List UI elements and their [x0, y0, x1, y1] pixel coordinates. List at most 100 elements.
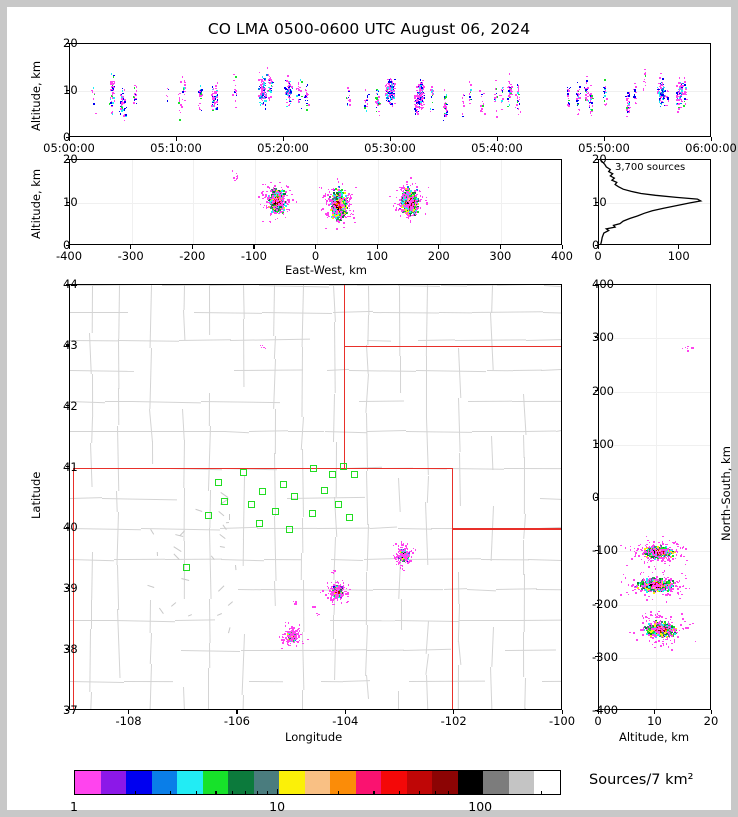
- data-point: [268, 202, 271, 205]
- data-point: [271, 80, 273, 83]
- data-point: [264, 97, 266, 100]
- data-point: [590, 95, 592, 97]
- data-point: [392, 86, 395, 88]
- data-point: [567, 93, 569, 95]
- data-point: [287, 95, 290, 98]
- data-point: [387, 92, 389, 95]
- data-point: [304, 89, 307, 91]
- data-point: [325, 202, 328, 204]
- data-point: [263, 89, 265, 92]
- data-point: [378, 96, 381, 99]
- data-point: [469, 91, 472, 94]
- data-point: [516, 97, 519, 100]
- data-point: [502, 88, 505, 91]
- data-point: [274, 212, 276, 214]
- county-boundary: [209, 642, 211, 669]
- county-boundary: [182, 310, 186, 341]
- county-boundary: [302, 449, 305, 518]
- data-point: [165, 94, 168, 97]
- data-point: [264, 108, 267, 110]
- county-boundary: [365, 470, 369, 525]
- data-point: [660, 72, 662, 75]
- data-point: [604, 79, 606, 81]
- data-point: [577, 96, 580, 98]
- data-point: [585, 93, 588, 96]
- data-point: [393, 92, 395, 95]
- data-point: [590, 93, 592, 95]
- data-point: [322, 208, 324, 210]
- data-point: [577, 103, 579, 106]
- data-point: [605, 91, 607, 94]
- data-point: [180, 104, 182, 106]
- data-point: [288, 96, 290, 99]
- data-point: [418, 100, 420, 103]
- data-point: [393, 87, 395, 90]
- data-point: [388, 88, 390, 91]
- data-point: [376, 93, 379, 96]
- data-point: [423, 97, 426, 99]
- data-point: [135, 86, 138, 88]
- data-point: [184, 99, 186, 102]
- map-panel[interactable]: [69, 284, 562, 710]
- data-point: [260, 89, 263, 91]
- east-west-height-panel[interactable]: [69, 159, 562, 245]
- data-point: [390, 103, 392, 106]
- data-point: [231, 170, 234, 172]
- time-height-panel[interactable]: [69, 43, 711, 137]
- data-point: [272, 81, 274, 84]
- data-point: [567, 104, 569, 106]
- data-point: [602, 96, 605, 99]
- data-point: [133, 102, 135, 104]
- county-boundary: [218, 510, 225, 517]
- axis-tick-label: 05:30:00: [364, 141, 416, 155]
- data-point: [444, 106, 446, 108]
- county-boundary: [457, 603, 461, 642]
- data-point: [375, 97, 377, 99]
- data-point: [416, 100, 419, 103]
- altitude-histogram-panel[interactable]: 3,700 sources: [598, 159, 711, 245]
- data-point: [658, 101, 661, 103]
- axis-tick: [678, 245, 680, 249]
- axis-tick: [253, 245, 255, 249]
- data-point: [234, 88, 236, 91]
- county-boundary: [365, 571, 367, 625]
- data-point: [484, 113, 486, 115]
- data-point: [178, 97, 181, 99]
- data-point: [684, 88, 687, 90]
- data-point: [352, 210, 355, 212]
- data-point: [604, 88, 606, 91]
- data-point: [281, 188, 284, 191]
- data-point: [389, 96, 392, 98]
- data-point: [415, 211, 418, 213]
- data-point: [290, 90, 293, 92]
- data-point: [113, 100, 116, 102]
- data-point: [658, 82, 660, 85]
- data-point: [274, 185, 276, 187]
- data-point: [214, 98, 217, 100]
- data-point: [291, 86, 293, 88]
- gridline: [501, 160, 503, 244]
- data-point: [414, 100, 416, 103]
- data-point: [284, 87, 286, 89]
- data-point: [166, 100, 169, 103]
- data-point: [585, 98, 587, 100]
- county-boundary: [490, 285, 493, 313]
- data-point: [349, 215, 351, 218]
- data-point: [635, 86, 637, 88]
- county-boundary: [366, 675, 370, 700]
- data-point: [119, 93, 122, 96]
- data-point: [348, 193, 350, 195]
- data-point: [125, 114, 127, 116]
- data-point: [494, 99, 497, 101]
- data-point: [483, 92, 485, 95]
- data-point: [443, 107, 446, 110]
- axis-tick: [175, 137, 177, 141]
- data-point: [198, 107, 201, 109]
- county-boundary: [523, 632, 525, 678]
- data-point: [391, 98, 394, 101]
- data-point: [258, 88, 260, 90]
- data-point: [213, 98, 216, 101]
- data-point: [468, 81, 471, 83]
- data-point: [416, 102, 418, 104]
- data-point: [212, 95, 215, 98]
